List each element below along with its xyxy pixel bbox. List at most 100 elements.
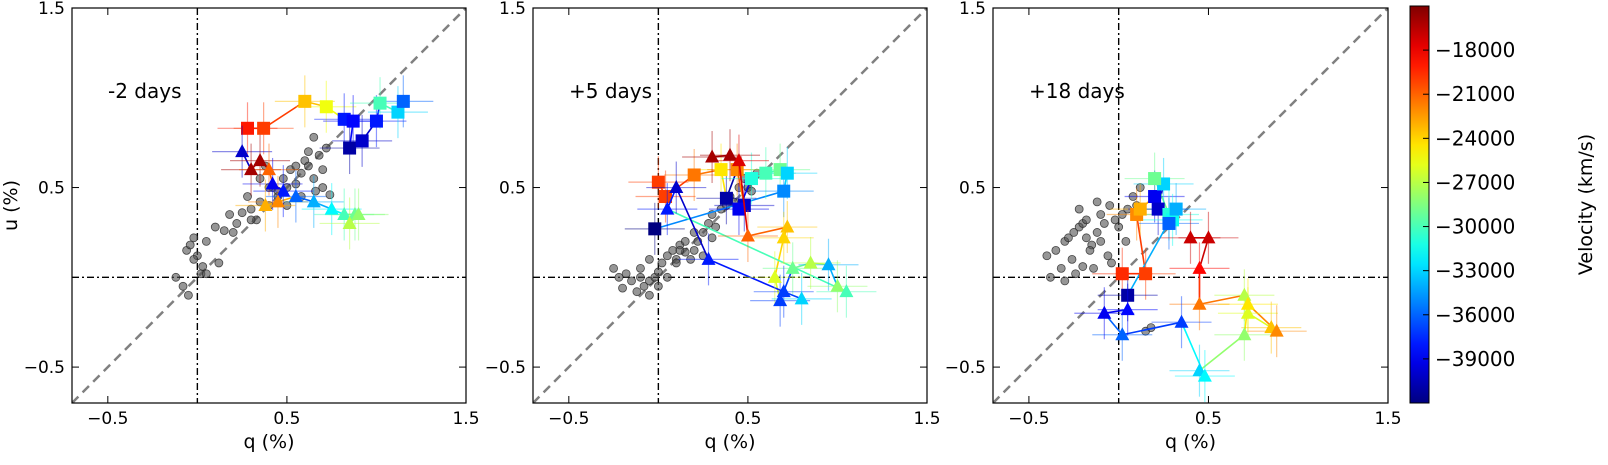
continuum-point: [189, 254, 199, 264]
triangle-marker: [821, 257, 836, 271]
triangle-marker: [839, 284, 854, 298]
triangle-marker: [1115, 327, 1130, 341]
y-tick-label: −0.5: [24, 358, 65, 378]
track-segment: [773, 237, 785, 278]
continuum-point: [318, 183, 328, 192]
continuum-point: [309, 174, 319, 183]
square-marker: [241, 121, 255, 135]
continuum-point: [296, 168, 306, 178]
x-tick-label: 1.5: [913, 409, 940, 429]
continuum-point: [171, 272, 181, 282]
continuum-point: [201, 237, 211, 246]
continuum-point: [1135, 183, 1145, 192]
continuum-point: [632, 287, 642, 297]
continuum-point: [1085, 245, 1095, 255]
continuum-point: [747, 186, 756, 196]
triangle-marker: [794, 291, 809, 305]
triangle-marker: [262, 162, 276, 176]
continuum-point: [627, 276, 636, 286]
track-segment: [1198, 334, 1245, 372]
plot-area: [993, 8, 1388, 403]
triangle-marker: [1192, 260, 1207, 274]
triangle-marker: [1269, 323, 1284, 337]
colorbar-tick-label: −27000: [1435, 170, 1515, 194]
continuum-point: [1103, 251, 1113, 261]
continuum-point: [639, 281, 649, 291]
plot-frame: [992, 7, 1389, 404]
colorbar-tick-label: −21000: [1435, 82, 1515, 106]
triangle-marker: [660, 201, 675, 215]
x-tick-label: 0.5: [734, 409, 761, 429]
colorbar: −18000 −21000 −24000 −27000 −30000 −33000 −360…: [1409, 5, 1597, 404]
panel-2: −0.5 0.5 1.5 −0.5 0.5 1.5 q (%) +5 days: [485, 0, 941, 453]
x-axis-label: q (%): [1165, 431, 1216, 453]
triangle-marker: [1240, 296, 1255, 310]
continuum-point: [210, 222, 220, 232]
triangle-marker: [776, 284, 791, 298]
triangle-marker: [1237, 287, 1252, 301]
dashed-diagonal-line: [993, 8, 1388, 403]
continuum-point: [1092, 197, 1102, 207]
triangle-marker: [1237, 327, 1252, 341]
continuum-point: [636, 263, 645, 273]
square-marker: [744, 172, 758, 186]
triangle-marker: [253, 153, 268, 167]
continuum-point: [1107, 258, 1116, 268]
continuum-point: [314, 150, 324, 160]
continuum-point: [1114, 222, 1124, 232]
square-marker: [346, 114, 360, 128]
continuum-point: [1064, 233, 1073, 243]
continuum-point: [255, 174, 265, 183]
plot-area: [533, 8, 927, 403]
square-marker: [319, 100, 333, 114]
continuum-point: [311, 186, 320, 196]
square-marker: [298, 94, 312, 108]
continuum-point: [662, 251, 672, 261]
continuum-point: [1056, 263, 1066, 273]
square-marker: [1151, 202, 1165, 216]
square-marker: [343, 141, 357, 155]
continuum-point: [662, 272, 672, 282]
x-tick-label: 1.5: [1374, 409, 1401, 429]
continuum-point: [1067, 254, 1077, 264]
square-marker: [732, 202, 746, 216]
track-segment: [1199, 294, 1245, 306]
continuum-point: [657, 258, 667, 268]
continuum-point: [1071, 269, 1080, 279]
square-marker: [373, 96, 387, 110]
square-marker: [1115, 267, 1129, 281]
y-tick-label: 1.5: [499, 0, 526, 19]
square-marker: [391, 105, 405, 119]
triangle-marker: [265, 176, 280, 190]
continuum-point: [1042, 251, 1052, 261]
square-marker: [714, 163, 728, 177]
triangle-marker: [701, 251, 716, 265]
continuum-point: [1110, 215, 1120, 225]
continuum-point: [645, 290, 654, 300]
square-marker: [1139, 267, 1153, 281]
continuum-point: [1121, 237, 1131, 246]
triangle-marker: [803, 255, 818, 269]
colorbar-tick-label: −18000: [1435, 38, 1515, 62]
continuum-point: [243, 192, 252, 201]
continuum-point: [232, 219, 242, 228]
y-tick-label: −0.5: [485, 358, 526, 378]
triangle-marker: [351, 206, 366, 220]
triangle-marker: [1097, 305, 1112, 319]
panel-annotation: -2 days: [108, 79, 182, 103]
triangle-marker: [1201, 230, 1216, 244]
triangle-marker: [773, 293, 788, 307]
triangle-marker: [767, 269, 782, 283]
continuum-point: [1096, 210, 1106, 219]
y-tick-label: 1.5: [959, 0, 986, 19]
triangle-marker: [731, 153, 746, 167]
square-marker: [1133, 202, 1147, 216]
colorbar-tick-label: −39000: [1435, 347, 1515, 371]
continuum-point: [321, 143, 331, 153]
triangle-marker: [785, 260, 800, 274]
continuum-point: [303, 147, 313, 157]
continuum-point: [621, 269, 631, 279]
continuum-point: [325, 190, 335, 200]
continuum-point: [225, 210, 235, 219]
